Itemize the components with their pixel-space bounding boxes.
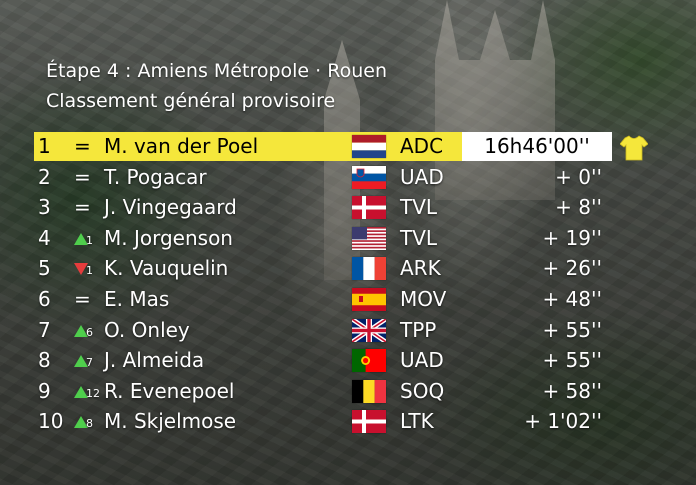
time-gap: + 19''	[542, 225, 602, 250]
rider-name: K. Vauquelin	[104, 256, 229, 281]
position-change: 6	[70, 316, 106, 345]
rank: 4	[38, 225, 51, 250]
netherlands-flag-icon	[352, 135, 386, 158]
position-up-icon	[74, 355, 88, 368]
rider-name: O. Onley	[104, 317, 190, 342]
team-code: ARK	[400, 256, 441, 281]
denmark-flag-icon	[352, 196, 386, 220]
team-code: ADC	[400, 134, 444, 158]
unchanged-symbol: =	[74, 134, 91, 158]
team-code: TPP	[400, 317, 437, 342]
standings-row: 4 1 M. Jorgenson TVL + 19''	[34, 224, 614, 253]
standings-row: 10 8 M. Skjelmose LTK + 1'02''	[34, 407, 614, 436]
time-gap: + 48''	[542, 287, 602, 311]
position-change: =	[70, 163, 106, 192]
time-gap: + 58''	[542, 378, 602, 403]
position-change: =	[70, 132, 106, 161]
leader-time: 16h46'00''	[462, 132, 612, 161]
position-delta: 6	[86, 325, 93, 339]
team-code: MOV	[400, 287, 447, 311]
position-change: =	[70, 193, 106, 222]
position-up-icon	[74, 324, 88, 337]
france-flag-icon	[352, 257, 386, 281]
position-delta: 12	[86, 386, 100, 400]
team-code: TVL	[400, 195, 438, 220]
usa-flag-icon	[352, 226, 386, 250]
team-code: TVL	[400, 225, 438, 250]
unchanged-symbol: =	[74, 287, 91, 311]
team-code: UAD	[400, 164, 444, 189]
rank: 1	[38, 134, 51, 158]
denmark-flag-icon	[352, 410, 386, 434]
rank: 10	[38, 409, 64, 434]
uk-flag-icon	[352, 318, 386, 342]
rider-name: R. Evenepoel	[104, 378, 235, 403]
rider-name: M. Jorgenson	[104, 225, 233, 250]
position-change: 12	[70, 377, 106, 406]
time-gap: + 55''	[542, 348, 602, 373]
position-delta: 1	[86, 264, 93, 278]
time-gap: + 26''	[542, 256, 602, 281]
position-delta: 7	[86, 356, 93, 370]
rank: 9	[38, 378, 51, 403]
rank: 3	[38, 195, 51, 220]
unchanged-symbol: =	[74, 195, 91, 220]
team-code: LTK	[400, 409, 434, 434]
rank: 8	[38, 348, 51, 373]
rank: 5	[38, 256, 51, 281]
position-change: 1	[70, 224, 106, 253]
classification-title: Classement général provisoire	[46, 90, 336, 112]
slovenia-flag-icon	[352, 165, 386, 189]
team-code: UAD	[400, 348, 444, 373]
position-delta: 1	[86, 233, 93, 247]
position-change: 8	[70, 407, 106, 436]
standings-row: 5 1 K. Vauquelin ARK + 26''	[34, 254, 614, 283]
rank: 2	[38, 164, 51, 189]
time-gap: + 1'02''	[524, 409, 602, 434]
rider-name: J. Almeida	[104, 348, 205, 373]
spain-flag-icon	[352, 288, 386, 311]
standings-row: 8 7 J. Almeida UAD + 55''	[34, 346, 614, 375]
time-gap: + 8''	[555, 195, 602, 220]
unchanged-symbol: =	[74, 164, 91, 189]
leader-row: 1 = M. van der Poel ADC 16h46'00''	[34, 132, 612, 161]
rider-name: E. Mas	[104, 287, 170, 311]
rider-name: T. Pogacar	[104, 164, 207, 189]
position-up-icon	[74, 385, 88, 398]
team-code: SOQ	[400, 378, 445, 403]
belgium-flag-icon	[352, 379, 386, 403]
standings-row: 6 = E. Mas MOV + 48''	[34, 285, 614, 314]
rider-name: M. Skjelmose	[104, 409, 237, 434]
rank: 6	[38, 287, 51, 311]
time-gap: + 0''	[555, 164, 602, 189]
position-up-icon	[74, 232, 88, 245]
yellow-jersey-icon	[620, 135, 648, 161]
position-change: =	[70, 285, 106, 314]
position-change: 7	[70, 346, 106, 375]
standings-row: 7 6 O. Onley TPP + 55''	[34, 316, 614, 345]
position-down-icon	[74, 263, 88, 276]
position-up-icon	[74, 416, 88, 429]
time-gap: + 55''	[542, 317, 602, 342]
position-delta: 8	[86, 417, 93, 431]
portugal-flag-icon	[352, 349, 386, 373]
rider-name: M. van der Poel	[104, 134, 259, 158]
rider-name: J. Vingegaard	[104, 195, 237, 220]
position-change: 1	[70, 254, 106, 283]
stage-title: Étape 4 : Amiens Métropole · Rouen	[46, 60, 387, 82]
standings-row: 3 = J. Vingegaard TVL + 8''	[34, 193, 614, 222]
standings-row: 9 12 R. Evenepoel SOQ + 58''	[34, 377, 614, 406]
rank: 7	[38, 317, 51, 342]
standings-row: 2 = T. Pogacar UAD + 0''	[34, 163, 614, 192]
